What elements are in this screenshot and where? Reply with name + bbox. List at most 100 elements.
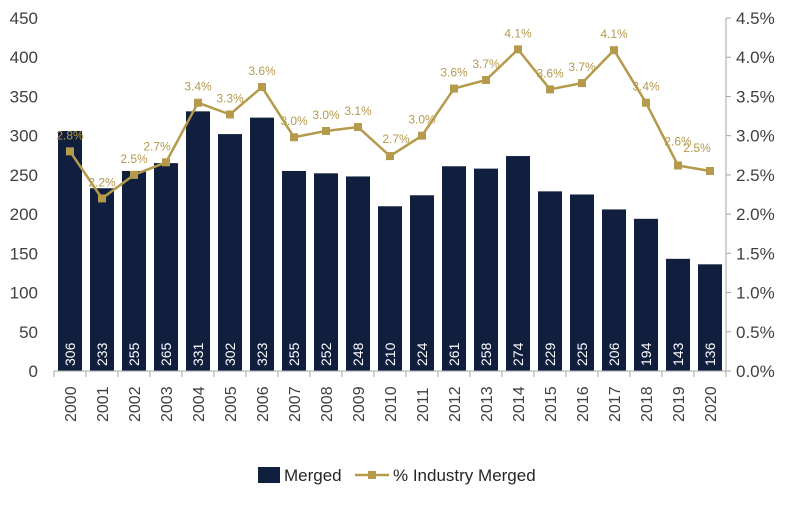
line-value-label: 3.0% xyxy=(408,113,436,127)
x-tick-label: 2001 xyxy=(95,386,112,422)
y-right-tick-label: 1.5% xyxy=(736,244,775,263)
bar-merged xyxy=(570,194,594,371)
y-left-tick-label: 450 xyxy=(10,9,38,28)
x-tick-label: 2019 xyxy=(671,386,688,422)
line-value-label: 3.1% xyxy=(344,104,372,118)
bar-value-label: 265 xyxy=(158,342,174,366)
bar-value-label: 233 xyxy=(94,342,110,366)
line-value-label: 3.4% xyxy=(184,80,212,94)
x-tick-label: 2004 xyxy=(191,386,208,422)
line-value-label: 3.3% xyxy=(216,91,244,105)
line-value-label: 3.6% xyxy=(440,66,468,80)
line-marker xyxy=(514,45,522,54)
bar-value-label: 224 xyxy=(414,342,430,366)
line-value-label: 4.1% xyxy=(504,26,532,40)
x-tick-label: 2020 xyxy=(703,386,720,422)
line-value-label: 3.6% xyxy=(536,66,564,80)
line-marker xyxy=(450,84,458,93)
bar-merged xyxy=(90,188,114,371)
y-right-tick-label: 4.5% xyxy=(736,9,775,28)
line-marker xyxy=(674,161,682,170)
bar-merged xyxy=(346,176,370,371)
bar-value-label: 258 xyxy=(478,342,494,366)
bar-merged xyxy=(698,264,722,371)
x-tick-label: 2000 xyxy=(63,386,80,422)
line-marker xyxy=(226,110,234,119)
line-marker xyxy=(258,83,266,92)
legend: Merged % Industry Merged xyxy=(258,466,536,485)
line-value-label: 2.7% xyxy=(382,132,410,146)
line-marker xyxy=(706,166,714,175)
bar-value-label: 143 xyxy=(670,342,686,366)
bar-merged xyxy=(58,130,82,371)
y-left-tick-label: 200 xyxy=(10,205,38,224)
line-value-label: 3.7% xyxy=(472,57,500,71)
line-value-label: 3.7% xyxy=(568,60,596,74)
bar-merged xyxy=(666,258,690,371)
y-right-tick-label: 2.0% xyxy=(736,205,775,224)
bar-merged xyxy=(538,191,562,371)
y-right-tick-label: 3.0% xyxy=(736,127,775,146)
y-left-tick-label: 150 xyxy=(10,244,38,263)
bar-merged xyxy=(410,195,434,371)
x-tick-label: 2008 xyxy=(319,386,336,422)
x-axis: 2000 2001 2002 2003 2004 2005 2006 2007 2008 2009… xyxy=(53,370,727,422)
x-tick-label: 2003 xyxy=(159,386,176,422)
line-value-label: 2.7% xyxy=(143,139,171,153)
line-marker xyxy=(418,131,426,140)
x-tick-label: 2012 xyxy=(447,386,464,422)
line-marker xyxy=(386,152,394,161)
line-marker xyxy=(482,75,490,84)
x-tick-label: 2017 xyxy=(607,386,624,422)
x-tick-label: 2013 xyxy=(479,386,496,422)
bar-value-label: 248 xyxy=(350,342,366,366)
line-marker xyxy=(354,123,362,132)
bar-merged xyxy=(506,156,530,371)
x-tick-label: 2006 xyxy=(255,386,272,422)
bar-merged xyxy=(378,206,402,371)
line-value-label: 2.8% xyxy=(56,128,84,142)
line-marker xyxy=(98,194,106,203)
bar-merged xyxy=(634,218,658,371)
line-value-label: 3.0% xyxy=(312,108,340,122)
bar-value-label: 302 xyxy=(222,342,238,366)
y-left-tick-label: 400 xyxy=(10,48,38,67)
x-tick-label: 2018 xyxy=(639,386,656,422)
bar-merged xyxy=(314,173,338,371)
bar-merged xyxy=(250,117,274,371)
y-right-tick-label: 2.5% xyxy=(736,166,775,185)
bar-series-merged xyxy=(58,111,722,372)
y-left-tick-label: 250 xyxy=(10,166,38,185)
bar-value-label: 274 xyxy=(510,342,526,366)
bar-value-label: 306 xyxy=(62,342,78,366)
bar-merged xyxy=(602,209,626,371)
x-tick-label: 2005 xyxy=(223,386,240,422)
line-value-label: 3.4% xyxy=(632,80,660,94)
x-tick-label: 2015 xyxy=(543,386,560,422)
y-right-tick-label: 0.5% xyxy=(736,323,775,342)
legend-swatch-merged xyxy=(258,467,280,483)
bar-merged xyxy=(122,170,146,371)
line-marker xyxy=(130,170,138,179)
x-tick-label: 2011 xyxy=(415,387,432,422)
line-series-percent-industry-merged xyxy=(66,45,714,203)
y-right-tick-label: 3.5% xyxy=(736,87,775,106)
bar-value-label: 255 xyxy=(286,342,302,366)
y-left-tick-label: 0 xyxy=(29,362,38,381)
line-value-label: 2.6% xyxy=(664,134,692,148)
y-right-tick-label: 4.0% xyxy=(736,48,775,67)
bar-merged xyxy=(442,166,466,371)
y-left-tick-label: 350 xyxy=(10,87,38,106)
legend-label-merged: Merged xyxy=(284,466,342,485)
bar-value-label: 255 xyxy=(126,342,142,366)
bar-value-label: 323 xyxy=(254,342,270,366)
x-tick-label: 2014 xyxy=(511,386,528,422)
bar-value-label: 261 xyxy=(446,342,462,366)
line-value-label: 2.5% xyxy=(683,141,711,155)
y-left-tick-label: 50 xyxy=(19,323,38,342)
line-marker xyxy=(162,158,170,167)
line-marker xyxy=(322,126,330,135)
bar-value-label: 331 xyxy=(190,342,206,366)
